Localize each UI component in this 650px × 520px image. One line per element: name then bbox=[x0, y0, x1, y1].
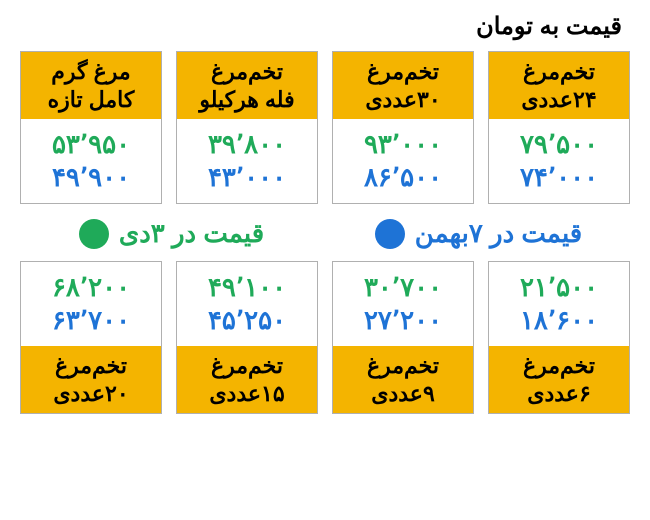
bottom-row: تخم‌مرغ ۲۰عددی ۶۸٬۲۰۰ ۶۳٬۷۰۰ تخم‌مرغ ۱۵ع… bbox=[20, 261, 630, 414]
product-label: مرغ گرم کامل تازه bbox=[21, 52, 161, 119]
price-block: ۶۸٬۲۰۰ ۶۳٬۷۰۰ bbox=[21, 262, 161, 346]
price-block: ۹۳٬۰۰۰ ۸۶٬۵۰۰ bbox=[333, 119, 473, 203]
product-label: تخم‌مرغ ۲۰عددی bbox=[21, 346, 161, 413]
product-label: تخم‌مرغ فله هرکیلو bbox=[177, 52, 317, 119]
price-blue: ۶۳٬۷۰۰ bbox=[52, 305, 130, 336]
product-label: تخم‌مرغ ۲۴عددی bbox=[489, 52, 629, 119]
legend-text: قیمت در ۳دی bbox=[119, 218, 264, 249]
price-block: ۳۰٬۷۰۰ ۲۷٬۲۰۰ bbox=[333, 262, 473, 346]
price-blue: ۱۸٬۶۰۰ bbox=[520, 305, 598, 336]
price-green: ۹۳٬۰۰۰ bbox=[364, 129, 442, 160]
dot-icon bbox=[79, 219, 109, 249]
price-card: تخم‌مرغ ۶عددی ۲۱٬۵۰۰ ۱۸٬۶۰۰ bbox=[488, 261, 630, 414]
price-card: تخم‌مرغ ۱۵عددی ۴۹٬۱۰۰ ۴۵٬۲۵۰ bbox=[176, 261, 318, 414]
price-green: ۳۰٬۷۰۰ bbox=[364, 272, 442, 303]
price-block: ۵۳٬۹۵۰ ۴۹٬۹۰۰ bbox=[21, 119, 161, 203]
price-card: مرغ گرم کامل تازه ۵۳٬۹۵۰ ۴۹٬۹۰۰ bbox=[20, 51, 162, 204]
page-title: قیمت به تومان bbox=[20, 12, 630, 41]
price-block: ۴۹٬۱۰۰ ۴۵٬۲۵۰ bbox=[177, 262, 317, 346]
product-label: تخم‌مرغ ۱۵عددی bbox=[177, 346, 317, 413]
price-blue: ۷۴٬۰۰۰ bbox=[520, 162, 598, 193]
price-blue: ۲۷٬۲۰۰ bbox=[364, 305, 442, 336]
price-card: تخم‌مرغ ۲۴عددی ۷۹٬۵۰۰ ۷۴٬۰۰۰ bbox=[488, 51, 630, 204]
price-green: ۲۱٬۵۰۰ bbox=[520, 272, 598, 303]
legend-item-blue: قیمت در ۷بهمن bbox=[335, 218, 622, 249]
price-green: ۵۳٬۹۵۰ bbox=[52, 129, 130, 160]
price-card: تخم‌مرغ ۹عددی ۳۰٬۷۰۰ ۲۷٬۲۰۰ bbox=[332, 261, 474, 414]
dot-icon bbox=[375, 219, 405, 249]
product-label: تخم‌مرغ ۶عددی bbox=[489, 346, 629, 413]
price-green: ۳۹٬۸۰۰ bbox=[208, 129, 286, 160]
price-block: ۳۹٬۸۰۰ ۴۳٬۰۰۰ bbox=[177, 119, 317, 203]
price-card: تخم‌مرغ فله هرکیلو ۳۹٬۸۰۰ ۴۳٬۰۰۰ bbox=[176, 51, 318, 204]
price-card: تخم‌مرغ ۲۰عددی ۶۸٬۲۰۰ ۶۳٬۷۰۰ bbox=[20, 261, 162, 414]
price-card: تخم‌مرغ ۳۰عددی ۹۳٬۰۰۰ ۸۶٬۵۰۰ bbox=[332, 51, 474, 204]
price-green: ۷۹٬۵۰۰ bbox=[520, 129, 598, 160]
legend: قیمت در ۳دی قیمت در ۷بهمن bbox=[20, 204, 630, 261]
price-blue: ۸۶٬۵۰۰ bbox=[364, 162, 442, 193]
legend-item-green: قیمت در ۳دی bbox=[28, 218, 315, 249]
price-green: ۴۹٬۱۰۰ bbox=[208, 272, 286, 303]
price-block: ۲۱٬۵۰۰ ۱۸٬۶۰۰ bbox=[489, 262, 629, 346]
legend-text: قیمت در ۷بهمن bbox=[415, 218, 582, 249]
price-blue: ۴۹٬۹۰۰ bbox=[52, 162, 130, 193]
price-blue: ۴۵٬۲۵۰ bbox=[208, 305, 286, 336]
price-block: ۷۹٬۵۰۰ ۷۴٬۰۰۰ bbox=[489, 119, 629, 203]
price-blue: ۴۳٬۰۰۰ bbox=[208, 162, 286, 193]
product-label: تخم‌مرغ ۹عددی bbox=[333, 346, 473, 413]
product-label: تخم‌مرغ ۳۰عددی bbox=[333, 52, 473, 119]
price-green: ۶۸٬۲۰۰ bbox=[52, 272, 130, 303]
top-row: مرغ گرم کامل تازه ۵۳٬۹۵۰ ۴۹٬۹۰۰ تخم‌مرغ … bbox=[20, 51, 630, 204]
